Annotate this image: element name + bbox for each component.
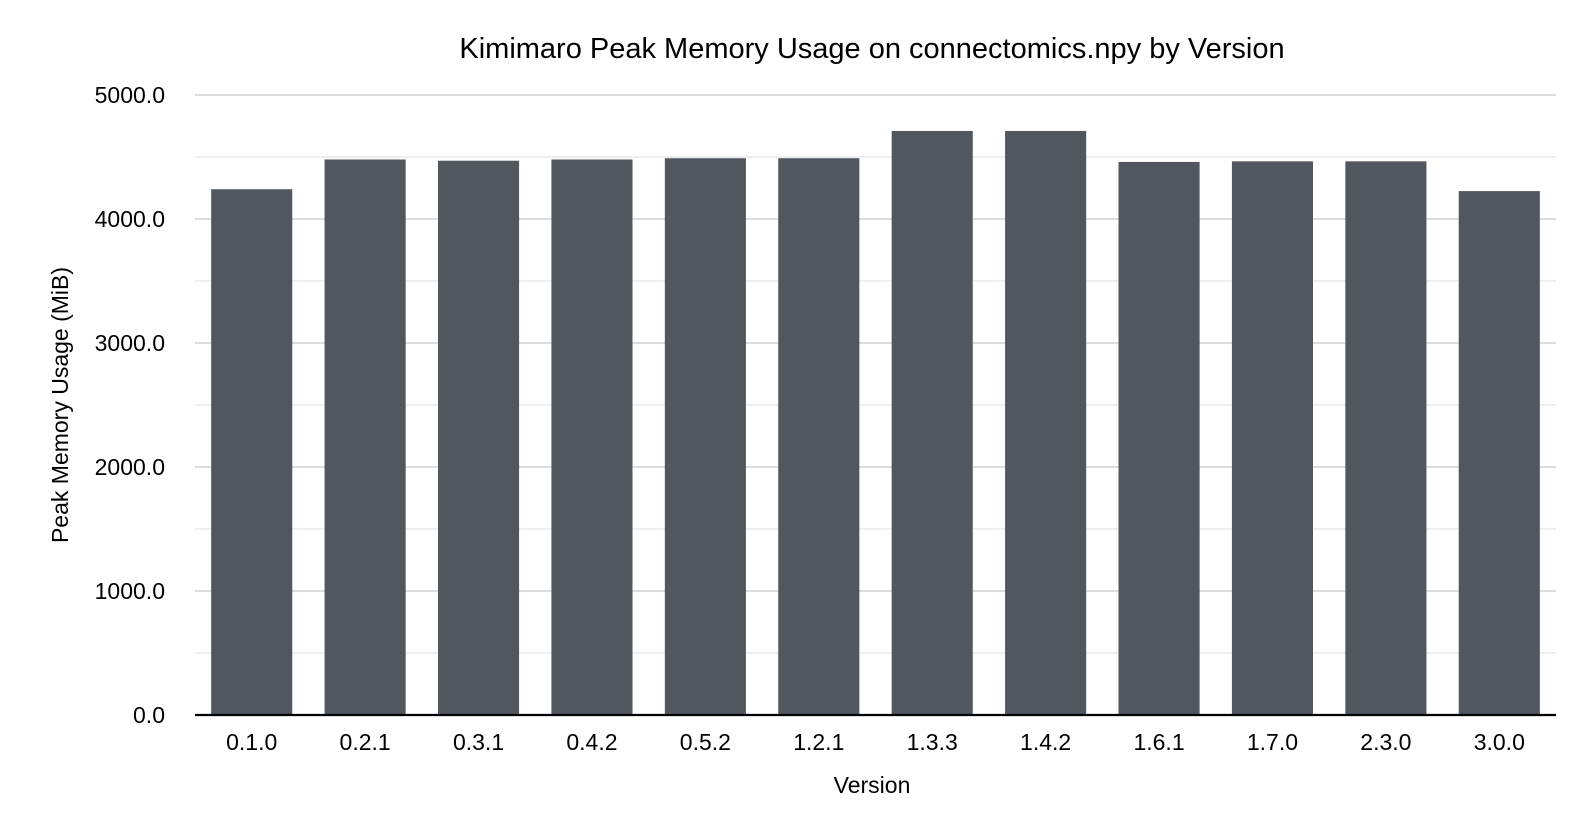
chart-title: Kimimaro Peak Memory Usage on connectomi… <box>459 33 1284 65</box>
bar <box>1345 161 1427 716</box>
x-axis-label: Version <box>834 772 911 798</box>
y-tick-label: 0.0 <box>133 702 165 728</box>
bar <box>437 160 520 716</box>
y-tick-label: 1000.0 <box>95 578 165 604</box>
bar <box>1458 191 1540 716</box>
x-tick-label: 0.5.2 <box>680 729 731 755</box>
x-tick-label: 3.0.0 <box>1474 729 1525 755</box>
bar <box>1118 161 1200 715</box>
x-tick-label: 0.4.2 <box>566 729 617 755</box>
x-tick-label: 0.3.1 <box>453 729 504 755</box>
y-tick-label: 4000.0 <box>95 206 165 232</box>
x-tick-label: 1.7.0 <box>1247 729 1298 755</box>
y-axis-label: Peak Memory Usage (MiB) <box>47 267 73 543</box>
bar <box>664 158 746 716</box>
x-tick-label: 0.2.1 <box>340 729 391 755</box>
bar <box>1005 130 1087 715</box>
x-tick-label: 1.4.2 <box>1020 729 1071 755</box>
bar <box>778 158 860 716</box>
bar <box>891 130 973 715</box>
y-tick-label: 3000.0 <box>95 330 165 356</box>
bar <box>324 159 406 716</box>
x-tick-label: 1.2.1 <box>793 729 844 755</box>
x-tick-label: 0.1.0 <box>226 729 277 755</box>
bar <box>551 159 633 716</box>
bar <box>211 189 293 716</box>
x-tick-label: 2.3.0 <box>1360 729 1411 755</box>
x-tick-label: 1.3.3 <box>907 729 958 755</box>
bars <box>211 130 1540 716</box>
x-axis-ticks: 0.1.0 0.2.1 0.3.1 0.4.2 0.5.2 1.2.1 1.3.3 1.4.2… <box>226 729 1525 755</box>
bar <box>1231 161 1314 716</box>
y-axis-ticks: 0.0 1000.0 2000.0 3000.0 4000.0 5000.0 <box>95 82 165 728</box>
y-tick-label: 2000.0 <box>95 454 165 480</box>
grid-lines <box>195 94 1556 654</box>
x-tick-label: 1.6.1 <box>1133 729 1184 755</box>
y-tick-label: 5000.0 <box>95 82 165 108</box>
